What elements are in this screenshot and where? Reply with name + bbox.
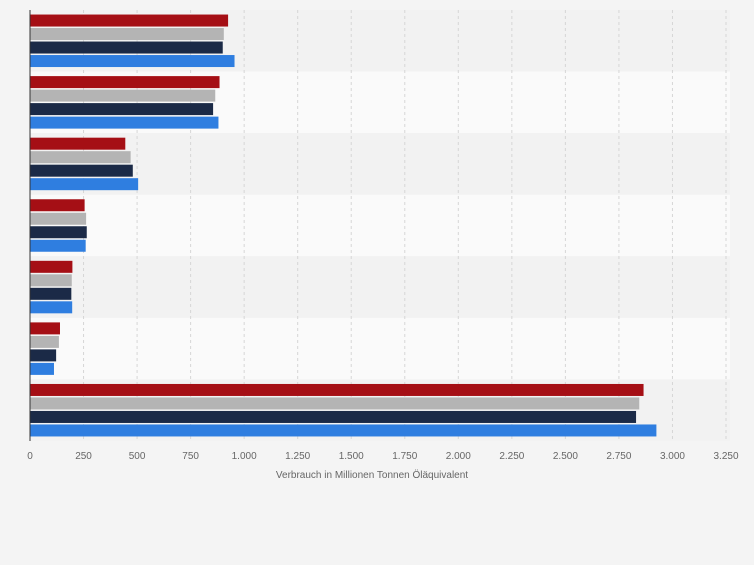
bar-cat4-series3 — [30, 226, 87, 239]
bar-cat2-series4 — [30, 116, 219, 129]
bar-cat5-series3 — [30, 287, 72, 300]
bar-cat7-series3 — [30, 410, 637, 423]
bar-cat2-series1 — [30, 76, 220, 89]
x-tick-label-5: 1.250 — [285, 451, 310, 462]
bar-cat1-series1 — [30, 14, 229, 27]
x-tick-label-13: 3.250 — [713, 451, 738, 462]
bar-cat6-series3 — [30, 349, 57, 362]
x-tick-label-4: 1.000 — [232, 451, 257, 462]
bar-cat3-series2 — [30, 151, 131, 164]
bar-cat4-series4 — [30, 239, 86, 252]
bar-cat4-series2 — [30, 212, 87, 225]
bar-cat2-series2 — [30, 89, 216, 102]
category-band-5 — [30, 256, 730, 318]
x-tick-label-2: 500 — [129, 451, 146, 462]
x-tick-label-8: 2.000 — [446, 451, 471, 462]
x-tick-label-0: 0 — [27, 451, 33, 462]
x-tick-label-1: 250 — [75, 451, 92, 462]
bar-cat1-series4 — [30, 55, 235, 68]
bar-cat1-series2 — [30, 28, 224, 41]
bar-cat5-series4 — [30, 301, 73, 314]
bar-cat7-series2 — [30, 397, 640, 410]
category-band-3 — [30, 133, 730, 195]
bar-cat3-series3 — [30, 164, 133, 177]
x-tick-label-9: 2.250 — [499, 451, 524, 462]
x-tick-label-3: 750 — [182, 451, 199, 462]
bar-cat5-series1 — [30, 260, 73, 273]
bar-cat6-series1 — [30, 322, 60, 335]
x-tick-label-10: 2.500 — [553, 451, 578, 462]
x-tick-label-12: 3.000 — [660, 451, 685, 462]
x-axis-label: Verbrauch in Millionen Tonnen Öläquivale… — [276, 469, 468, 481]
category-band-4 — [30, 194, 730, 257]
bar-cat6-series4 — [30, 362, 54, 375]
x-tick-label-7: 1.750 — [392, 451, 417, 462]
bar-cat5-series2 — [30, 274, 72, 287]
x-tick-label-6: 1.500 — [339, 451, 364, 462]
bar-cat3-series1 — [30, 137, 126, 150]
bar-cat7-series1 — [30, 383, 644, 396]
category-band-6 — [30, 317, 730, 380]
x-tick-label-11: 2.750 — [606, 451, 631, 462]
bar-cat3-series4 — [30, 178, 139, 191]
bar-cat7-series4 — [30, 424, 657, 437]
bar-cat4-series1 — [30, 199, 85, 212]
bar-cat1-series3 — [30, 41, 223, 54]
bar-cat2-series3 — [30, 103, 214, 116]
bar-cat6-series2 — [30, 335, 59, 348]
